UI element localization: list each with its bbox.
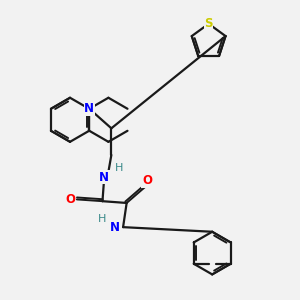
Text: O: O <box>65 193 76 206</box>
Text: O: O <box>142 174 152 187</box>
Text: H: H <box>115 163 123 173</box>
Text: N: N <box>84 102 94 115</box>
Text: N: N <box>110 220 120 234</box>
Text: N: N <box>99 170 109 184</box>
Text: S: S <box>204 17 213 30</box>
Text: H: H <box>98 214 106 224</box>
